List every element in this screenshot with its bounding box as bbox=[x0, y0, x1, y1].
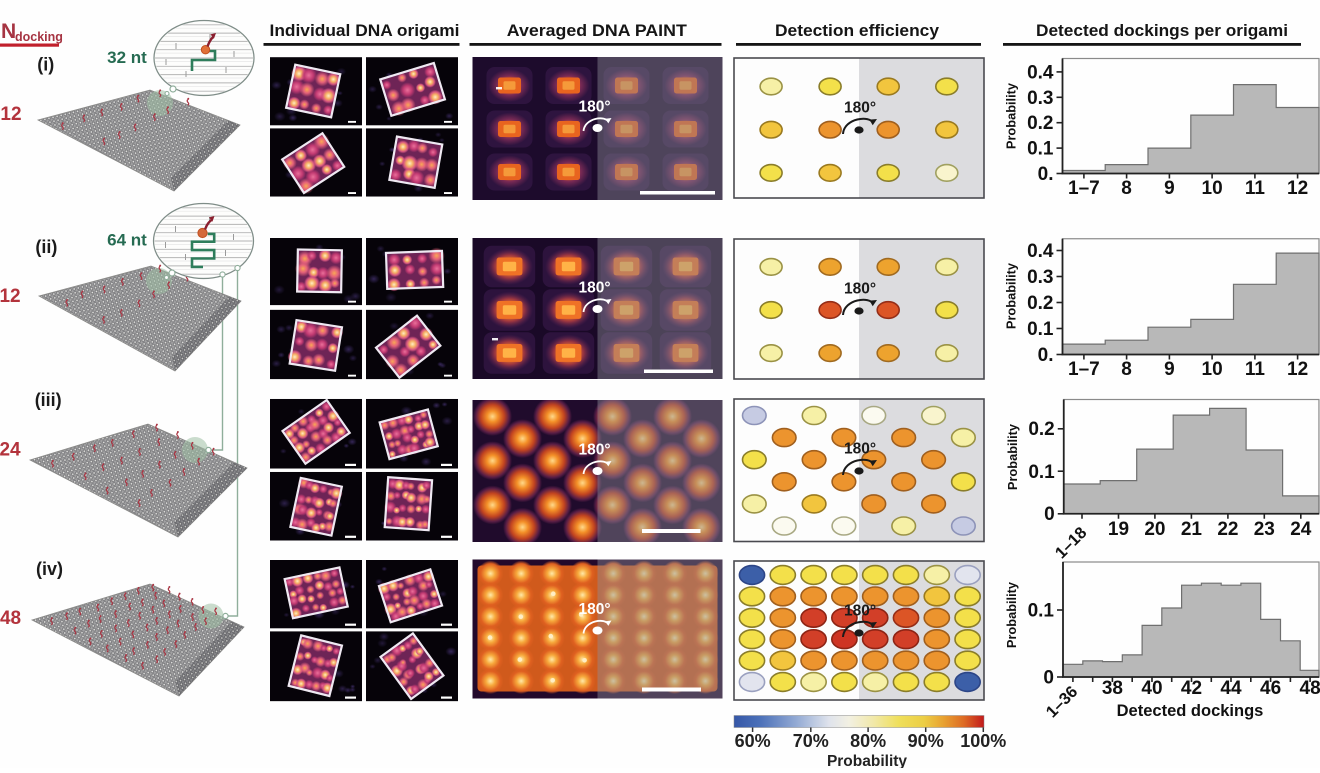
svg-text:90%: 90% bbox=[908, 731, 944, 751]
svg-text:0.2: 0.2 bbox=[1027, 293, 1053, 314]
svg-text:0.2: 0.2 bbox=[1027, 113, 1053, 134]
svg-text:22: 22 bbox=[1217, 519, 1238, 540]
svg-text:180°: 180° bbox=[578, 442, 610, 459]
svg-text:Detected dockings: Detected dockings bbox=[1117, 702, 1264, 720]
svg-text:19: 19 bbox=[1108, 519, 1129, 540]
svg-text:Probability: Probability bbox=[1004, 82, 1019, 149]
svg-text:(iv): (iv) bbox=[36, 559, 63, 579]
svg-text:64 nt: 64 nt bbox=[107, 230, 147, 249]
svg-text:12: 12 bbox=[0, 286, 21, 307]
svg-text:24: 24 bbox=[1290, 519, 1312, 540]
svg-text:docking: docking bbox=[15, 30, 63, 44]
svg-text:N: N bbox=[1, 20, 16, 43]
svg-text:Probability: Probability bbox=[1004, 581, 1019, 648]
svg-text:20: 20 bbox=[1144, 519, 1165, 540]
svg-text:(i): (i) bbox=[37, 55, 54, 75]
svg-text:12: 12 bbox=[1287, 178, 1308, 199]
svg-text:0.1: 0.1 bbox=[1027, 319, 1054, 340]
svg-text:12: 12 bbox=[1287, 359, 1308, 380]
svg-text:48: 48 bbox=[0, 608, 21, 629]
svg-text:0.1: 0.1 bbox=[1028, 601, 1055, 622]
svg-text:Probability: Probability bbox=[1005, 423, 1020, 490]
svg-text:60%: 60% bbox=[735, 731, 771, 751]
svg-text:180°: 180° bbox=[844, 281, 876, 298]
svg-text:11: 11 bbox=[1245, 359, 1266, 380]
svg-text:11: 11 bbox=[1245, 178, 1266, 199]
svg-text:(ii): (ii) bbox=[35, 237, 57, 257]
svg-text:0.3: 0.3 bbox=[1027, 88, 1053, 109]
svg-text:Detection efficiency: Detection efficiency bbox=[775, 21, 940, 40]
svg-text:0.1: 0.1 bbox=[1028, 462, 1055, 483]
svg-text:0.1: 0.1 bbox=[1027, 139, 1054, 160]
svg-text:32 nt: 32 nt bbox=[107, 48, 147, 67]
svg-text:180°: 180° bbox=[578, 280, 610, 297]
svg-text:70%: 70% bbox=[793, 731, 829, 751]
svg-text:Individual DNA origami: Individual DNA origami bbox=[270, 21, 460, 40]
svg-text:0.: 0. bbox=[1038, 345, 1054, 366]
svg-text:180°: 180° bbox=[844, 603, 876, 620]
svg-text:0.2: 0.2 bbox=[1028, 419, 1054, 440]
svg-text:38: 38 bbox=[1102, 678, 1123, 699]
svg-text:180°: 180° bbox=[844, 100, 876, 117]
svg-text:40: 40 bbox=[1141, 678, 1162, 699]
svg-text:46: 46 bbox=[1260, 678, 1281, 699]
svg-text:10: 10 bbox=[1202, 359, 1223, 380]
svg-text:1–7: 1–7 bbox=[1068, 359, 1100, 380]
svg-text:Probability: Probability bbox=[827, 753, 907, 768]
svg-text:48: 48 bbox=[1300, 678, 1320, 699]
svg-text:0.4: 0.4 bbox=[1027, 241, 1054, 262]
svg-text:0.3: 0.3 bbox=[1027, 267, 1053, 288]
svg-text:23: 23 bbox=[1254, 519, 1275, 540]
svg-text:8: 8 bbox=[1121, 359, 1132, 380]
svg-text:44: 44 bbox=[1220, 678, 1242, 699]
svg-text:180°: 180° bbox=[578, 601, 610, 618]
svg-text:1–7: 1–7 bbox=[1068, 178, 1100, 199]
svg-text:Detected dockings per origami: Detected dockings per origami bbox=[1036, 21, 1288, 40]
svg-text:42: 42 bbox=[1181, 678, 1202, 699]
svg-text:Probability: Probability bbox=[1004, 262, 1019, 329]
svg-text:10: 10 bbox=[1202, 178, 1223, 199]
svg-text:21: 21 bbox=[1181, 519, 1203, 540]
svg-text:180°: 180° bbox=[578, 99, 610, 116]
svg-text:Averaged DNA PAINT: Averaged DNA PAINT bbox=[507, 21, 688, 40]
svg-text:80%: 80% bbox=[850, 731, 886, 751]
svg-text:9: 9 bbox=[1164, 359, 1175, 380]
svg-text:0.4: 0.4 bbox=[1027, 62, 1054, 83]
svg-text:9: 9 bbox=[1164, 178, 1175, 199]
svg-text:(iii): (iii) bbox=[35, 390, 62, 410]
svg-text:0.: 0. bbox=[1038, 164, 1054, 185]
svg-text:8: 8 bbox=[1121, 178, 1132, 199]
svg-text:0: 0 bbox=[1043, 668, 1054, 689]
svg-text:0: 0 bbox=[1044, 504, 1055, 525]
svg-text:100%: 100% bbox=[960, 731, 1006, 751]
svg-text:24: 24 bbox=[0, 440, 21, 461]
svg-text:12: 12 bbox=[0, 104, 21, 125]
svg-text:180°: 180° bbox=[844, 441, 876, 458]
